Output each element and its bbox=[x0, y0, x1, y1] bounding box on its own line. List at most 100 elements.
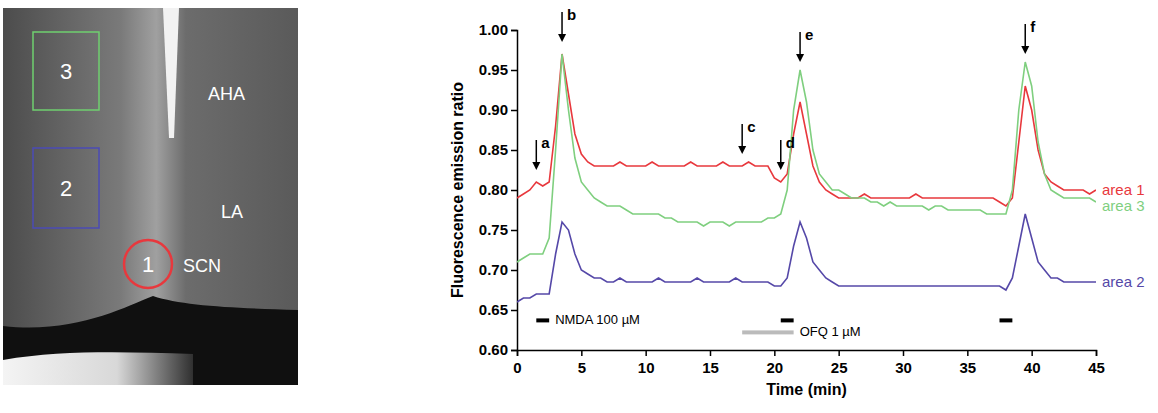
x-tick-mark bbox=[967, 350, 969, 356]
slice-image: 123AHALASCN bbox=[3, 8, 298, 385]
y-axis-line bbox=[511, 31, 518, 351]
annotation-label: b bbox=[567, 6, 576, 23]
region-outline bbox=[124, 240, 172, 288]
x-axis-title: Time (min) bbox=[766, 381, 847, 398]
annotation-arrowhead bbox=[1021, 46, 1029, 54]
x-tick: 10 bbox=[638, 350, 655, 376]
x-tick-label: 40 bbox=[1024, 359, 1041, 376]
x-tick-label: 15 bbox=[702, 359, 719, 376]
y-tick: 0.75 bbox=[479, 221, 517, 238]
annotation-label: d bbox=[786, 134, 795, 151]
y-axis: 0.60 0.65 0.70 0.75 0.80 0.85 0.90 0.95 1.00 bbox=[479, 21, 518, 358]
treatment-bar bbox=[1000, 318, 1013, 322]
treatment-label: OFQ 1 µM bbox=[800, 324, 861, 339]
x-tick: 30 bbox=[895, 350, 912, 376]
x-tick: 40 bbox=[1024, 350, 1041, 376]
annotation-arrow bbox=[799, 32, 801, 56]
treatment-bar bbox=[536, 318, 549, 322]
series-label: area 1 bbox=[1102, 181, 1145, 198]
annotation: f bbox=[1021, 18, 1036, 54]
x-tick-label: 30 bbox=[895, 359, 912, 376]
figure: 123AHALASCN0510152025303540450.600.650.7… bbox=[0, 0, 1158, 413]
y-tick-mark bbox=[511, 110, 517, 112]
x-tick: 20 bbox=[766, 350, 783, 376]
x-tick-mark bbox=[1096, 350, 1098, 356]
annotation-arrowhead bbox=[738, 146, 746, 154]
region-label: 1 bbox=[142, 252, 154, 277]
structure-label: LA bbox=[221, 202, 243, 222]
annotation: c bbox=[738, 118, 755, 154]
annotation-arrowhead bbox=[777, 162, 785, 170]
annotation: a bbox=[532, 134, 550, 170]
y-tick-label: 0.75 bbox=[479, 221, 508, 238]
x-tick-mark bbox=[645, 350, 647, 356]
y-tick-label: 0.60 bbox=[479, 341, 508, 358]
annotation-arrow bbox=[536, 140, 538, 164]
y-tick-mark bbox=[511, 230, 517, 232]
third-ventricle bbox=[163, 8, 179, 138]
treatment-bar bbox=[742, 330, 793, 334]
x-tick-label: 10 bbox=[638, 359, 655, 376]
x-tick-mark bbox=[1031, 350, 1033, 356]
x-tick-mark bbox=[903, 350, 905, 356]
y-tick: 0.95 bbox=[479, 61, 517, 78]
y-tick-mark bbox=[511, 270, 517, 272]
x-tick-label: 45 bbox=[1088, 359, 1105, 376]
plot-area bbox=[517, 54, 1096, 334]
x-tick-mark bbox=[774, 350, 776, 356]
y-tick: 0.85 bbox=[479, 141, 517, 158]
x-tick: 45 bbox=[1088, 350, 1105, 376]
annotation: e bbox=[796, 26, 813, 62]
annotation-arrow bbox=[1024, 24, 1026, 48]
annotation-arrow bbox=[741, 124, 743, 148]
x-tick: 35 bbox=[959, 350, 976, 376]
series-line bbox=[517, 54, 1096, 262]
annotation-label: a bbox=[541, 134, 550, 151]
treatment-bar bbox=[781, 318, 794, 322]
x-tick: 25 bbox=[831, 350, 848, 376]
structure-label: SCN bbox=[183, 256, 221, 276]
x-axis-line bbox=[518, 351, 1097, 357]
line-chart: 0510152025303540450.600.650.700.750.800.… bbox=[449, 6, 1145, 398]
x-tick-label: 25 bbox=[831, 359, 848, 376]
x-tick-mark bbox=[581, 350, 583, 356]
bright-edge bbox=[3, 352, 193, 385]
y-tick-label: 0.80 bbox=[479, 181, 508, 198]
y-tick: 1.00 bbox=[479, 21, 517, 38]
region-label: 3 bbox=[60, 59, 72, 84]
series-label: area 3 bbox=[1102, 197, 1145, 214]
tissue-background bbox=[3, 8, 298, 385]
x-tick-mark bbox=[838, 350, 840, 356]
annotation-label: c bbox=[747, 118, 755, 135]
y-tick: 0.65 bbox=[479, 301, 517, 318]
y-tick-label: 0.95 bbox=[479, 61, 508, 78]
x-tick-label: 20 bbox=[766, 359, 783, 376]
x-tick-mark bbox=[710, 350, 712, 356]
y-tick: 0.90 bbox=[479, 101, 517, 118]
y-tick-label: 0.70 bbox=[479, 261, 508, 278]
y-tick-mark bbox=[511, 30, 517, 32]
annotation-label: e bbox=[805, 26, 813, 43]
series-line bbox=[517, 54, 1096, 206]
y-tick-mark bbox=[511, 150, 517, 152]
y-tick: 0.60 bbox=[479, 341, 517, 358]
region-outline bbox=[33, 32, 99, 110]
y-tick-mark bbox=[511, 190, 517, 192]
y-tick-label: 1.00 bbox=[479, 21, 508, 38]
y-tick-label: 0.90 bbox=[479, 101, 508, 118]
x-tick: 0 bbox=[513, 350, 521, 376]
x-tick: 15 bbox=[702, 350, 719, 376]
y-tick: 0.70 bbox=[479, 261, 517, 278]
y-tick-mark bbox=[511, 310, 517, 312]
x-tick-label: 5 bbox=[578, 359, 586, 376]
annotation-arrow bbox=[780, 140, 782, 164]
x-tick: 5 bbox=[578, 350, 586, 376]
y-axis-title: Fluorescence emission ratio bbox=[449, 82, 466, 298]
y-tick-label: 0.65 bbox=[479, 301, 508, 318]
annotation: b bbox=[558, 6, 576, 42]
y-tick-mark bbox=[511, 70, 517, 72]
region-label: 2 bbox=[60, 176, 72, 201]
x-tick-label: 35 bbox=[959, 359, 976, 376]
annotation-arrow bbox=[561, 12, 563, 36]
x-axis: 0 5 10 15 20 25 30 35 40 45 bbox=[513, 350, 1105, 376]
